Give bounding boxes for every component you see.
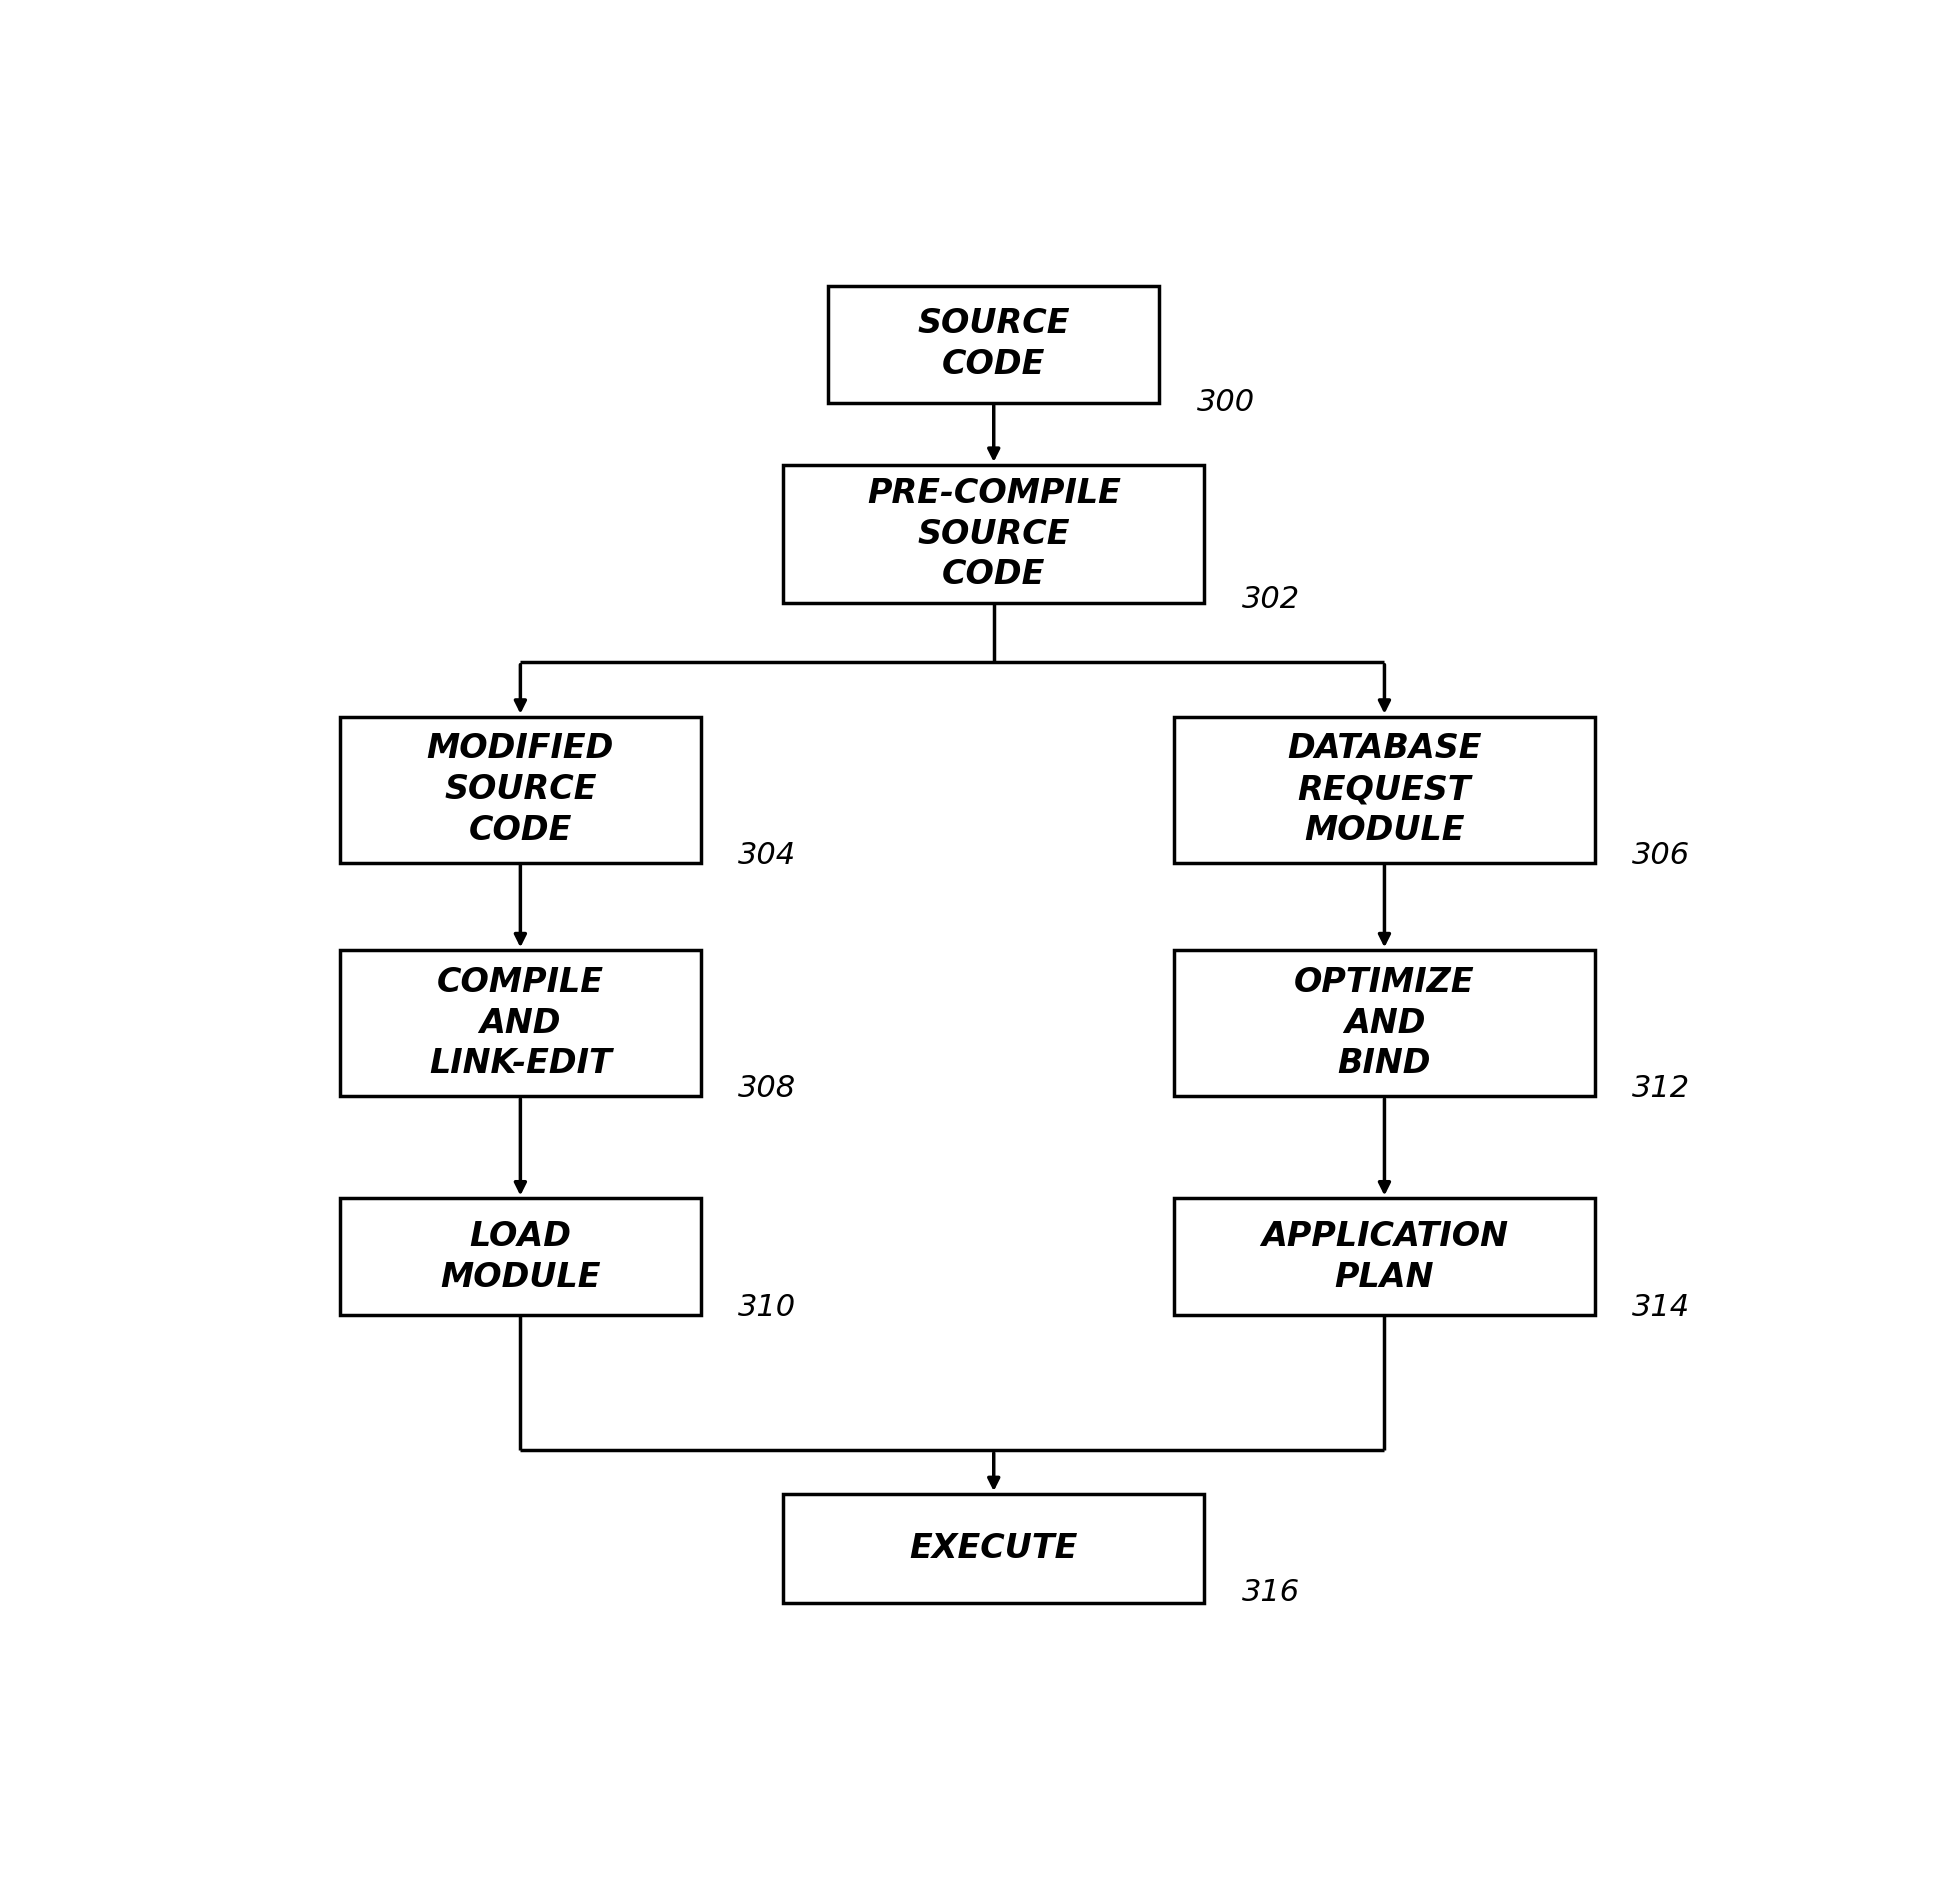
Bar [1175,717,1596,863]
Bar [783,1494,1204,1604]
Bar [1175,950,1596,1096]
Text: 314: 314 [1633,1293,1691,1322]
Text: SOURCE
CODE: SOURCE CODE [917,307,1070,381]
Text: 312: 312 [1633,1075,1691,1103]
Text: MODIFIED
SOURCE
CODE: MODIFIED SOURCE CODE [427,732,615,848]
Bar [339,1198,700,1316]
Text: EXECUTE: EXECUTE [909,1532,1078,1566]
Text: 300: 300 [1196,389,1255,417]
Text: 308: 308 [739,1075,797,1103]
Text: 304: 304 [739,840,797,870]
Bar [339,717,700,863]
Text: OPTIMIZE
AND
BIND: OPTIMIZE AND BIND [1293,965,1476,1081]
Bar [339,950,700,1096]
Bar [828,286,1160,402]
Text: COMPILE
AND
LINK-EDIT: COMPILE AND LINK-EDIT [429,965,611,1081]
Bar [1175,1198,1596,1316]
Bar [783,465,1204,603]
Text: 310: 310 [739,1293,797,1322]
Text: LOAD
MODULE: LOAD MODULE [440,1219,601,1293]
Text: 306: 306 [1633,840,1691,870]
Text: 316: 316 [1241,1577,1299,1608]
Text: PRE-COMPILE
SOURCE
CODE: PRE-COMPILE SOURCE CODE [867,476,1121,592]
Text: 302: 302 [1241,586,1299,614]
Text: APPLICATION
PLAN: APPLICATION PLAN [1260,1219,1509,1293]
Text: DATABASE
REQUEST
MODULE: DATABASE REQUEST MODULE [1287,732,1481,848]
